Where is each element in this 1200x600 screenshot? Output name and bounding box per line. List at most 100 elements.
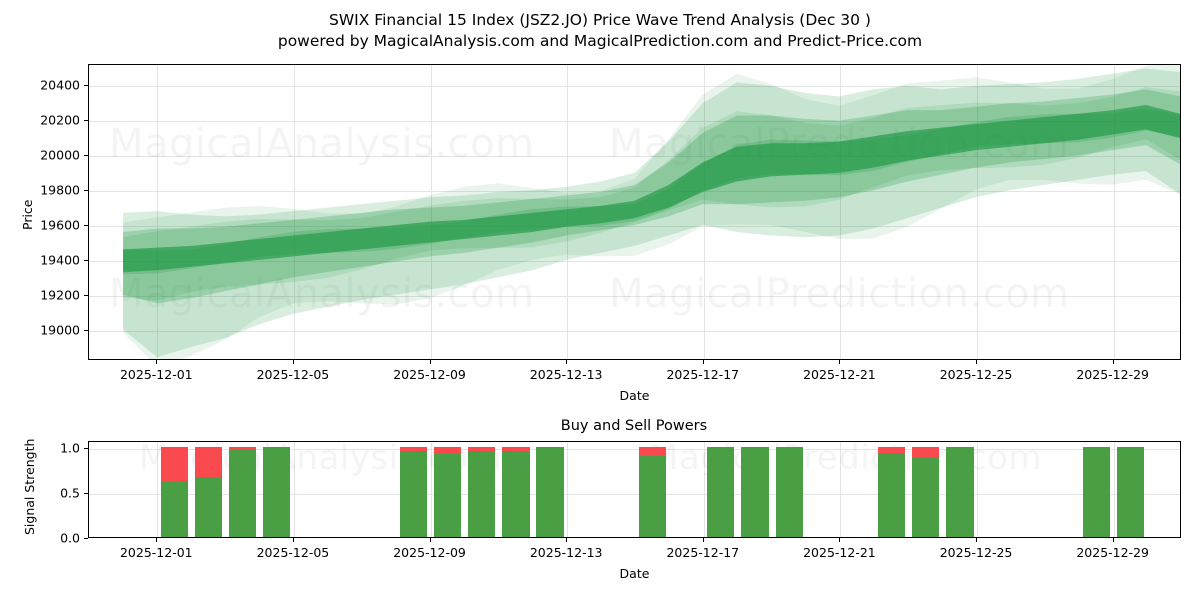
y-tick-label: 19800 [40,182,80,198]
bar-segment-buy[interactable] [1082,447,1111,537]
x-tick-label: 2025-12-29 [1076,367,1150,382]
bar-stack[interactable] [399,447,428,537]
bar-segment-buy[interactable] [536,447,564,537]
bar-segment-sell[interactable] [194,447,223,477]
bar-segment-buy[interactable] [434,454,462,537]
x-tick-label: 2025-12-01 [119,367,193,382]
price-wave-y-axis-title: Price [20,199,35,231]
bar-segment-buy[interactable] [946,447,974,537]
bar-segment-sell[interactable] [229,447,257,450]
y-tick-label: 19600 [40,217,80,233]
y-tick-mark [84,85,88,87]
bar-segment-buy[interactable] [160,482,188,537]
y-tick-label: 19000 [40,322,80,338]
x-tick-label: 2025-12-25 [939,545,1013,560]
gridline-vertical [1113,442,1115,537]
gridline-vertical [157,65,159,359]
x-tick-mark [156,538,158,542]
x-tick-mark [976,360,978,364]
bar-stack[interactable] [707,447,735,537]
bar-stack[interactable] [638,447,667,537]
x-tick-label: 2025-12-29 [1076,545,1150,560]
bar-stack[interactable] [536,447,564,537]
x-tick-label: 2025-12-17 [666,367,740,382]
gridline-vertical [703,65,705,359]
gridline-vertical [430,65,432,359]
y-tick-label: 0.0 [60,530,80,546]
y-tick-mark [84,295,88,297]
x-tick-label: 2025-12-25 [939,367,1013,382]
gridline-horizontal [89,449,1180,451]
bar-segment-buy[interactable] [741,447,769,537]
bar-stack[interactable] [502,447,530,537]
bar-segment-buy[interactable] [775,447,803,537]
y-tick-label: 19400 [40,252,80,268]
x-tick-mark [566,538,568,542]
bar-segment-sell[interactable] [502,447,530,451]
bar-stack[interactable] [741,447,769,537]
y-tick-mark [84,260,88,262]
bar-segment-buy[interactable] [263,447,291,537]
bar-segment-sell[interactable] [878,447,906,453]
buy-sell-powers-title: Buy and Sell Powers [560,418,708,434]
bar-segment-buy[interactable] [1117,447,1145,537]
gridline-vertical [703,442,705,537]
bar-stack[interactable] [1117,447,1145,537]
bar-segment-sell[interactable] [160,447,188,483]
gridline-vertical [977,65,979,359]
gridline-vertical [567,442,569,537]
bar-stack[interactable] [1082,447,1111,537]
x-tick-mark [1112,538,1114,542]
bar-segment-buy[interactable] [638,456,667,537]
buy-sell-y-axis-title: Signal Strength [22,438,37,535]
y-tick-label: 1.0 [60,440,80,456]
gridline-vertical [293,442,295,537]
bar-stack[interactable] [946,447,974,537]
bar-segment-buy[interactable] [229,449,257,537]
chart-title-primary: SWIX Financial 15 Index (JSZ2.JO) Price … [329,11,871,29]
bar-stack[interactable] [263,447,291,537]
bar-segment-buy[interactable] [878,452,906,537]
y-tick-mark [84,493,88,495]
x-tick-mark [292,360,294,364]
bar-stack[interactable] [775,447,803,537]
x-tick-mark [156,360,158,364]
x-tick-label: 2025-12-13 [529,545,603,560]
y-tick-label: 20000 [40,147,80,163]
x-tick-mark [429,360,431,364]
bar-segment-sell[interactable] [638,447,667,457]
y-tick-mark [84,448,88,450]
x-tick-label: 2025-12-21 [803,545,876,560]
bar-segment-buy[interactable] [399,450,428,537]
bar-segment-sell[interactable] [399,447,428,451]
bar-segment-sell[interactable] [434,447,462,455]
bar-segment-sell[interactable] [468,447,496,451]
bar-stack[interactable] [160,447,188,537]
price-wave-x-axis-title: Date [619,388,650,403]
gridline-horizontal [89,191,1180,193]
y-tick-mark [84,538,88,539]
bar-stack[interactable] [229,447,257,537]
bar-stack[interactable] [468,447,496,537]
bar-segment-buy[interactable] [502,450,530,537]
gridline-vertical [840,65,842,359]
bar-segment-buy[interactable] [468,450,496,537]
bar-stack[interactable] [194,447,223,537]
y-tick-label: 20200 [40,112,80,128]
bar-segment-buy[interactable] [194,476,223,537]
bar-segment-buy[interactable] [912,458,940,537]
x-tick-mark [292,538,294,542]
x-tick-label: 2025-12-09 [393,367,466,382]
bar-segment-sell[interactable] [912,447,940,458]
y-tick-label: 0.5 [60,485,80,501]
chart-title-block: SWIX Financial 15 Index (JSZ2.JO) Price … [0,10,1200,52]
bar-stack[interactable] [434,447,462,537]
bar-stack[interactable] [878,447,906,537]
x-tick-label: 2025-12-13 [529,367,603,382]
gridline-horizontal [89,226,1180,228]
x-tick-mark [839,360,841,364]
x-tick-label: 2025-12-01 [119,545,193,560]
gridline-vertical [977,442,979,537]
bar-segment-buy[interactable] [707,447,735,537]
bar-stack[interactable] [912,447,940,537]
